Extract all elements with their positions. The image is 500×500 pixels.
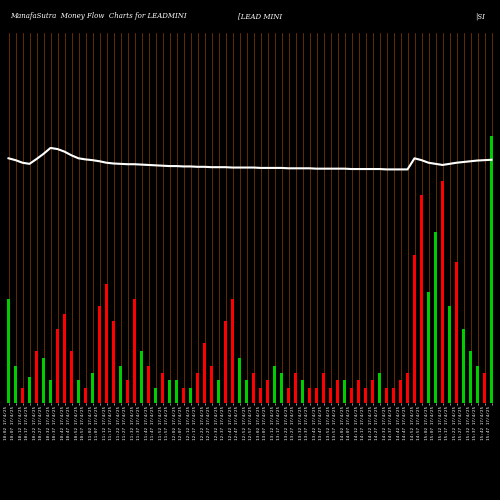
Bar [98,306,102,402]
Bar [104,284,108,403]
Bar [286,388,290,402]
Bar [154,388,158,402]
Bar [76,380,80,402]
Bar [244,380,248,402]
Bar [392,388,396,402]
Bar [146,366,150,403]
Bar [336,380,340,402]
Bar [328,388,332,402]
Bar [294,373,298,402]
Bar [140,350,143,403]
Bar [272,366,276,403]
Bar [112,321,116,402]
Bar [160,373,164,402]
Bar [448,306,452,402]
Bar [468,350,472,403]
Bar [412,254,416,402]
Bar [370,380,374,402]
Bar [462,328,466,402]
Bar [342,380,346,402]
Bar [20,388,24,402]
Bar [174,380,178,402]
Bar [90,373,94,402]
Text: |SI: |SI [475,12,485,20]
Bar [454,262,458,402]
Bar [118,366,122,403]
Bar [84,388,87,402]
Bar [14,366,18,403]
Bar [434,232,438,402]
Bar [266,380,270,402]
Bar [126,380,130,402]
Bar [420,196,424,402]
Bar [6,299,10,403]
Bar [378,373,382,402]
Bar [56,328,60,402]
Bar [258,388,262,402]
Bar [70,350,73,403]
Bar [48,380,52,402]
Bar [482,373,486,402]
Bar [238,358,242,403]
Bar [314,388,318,402]
Bar [168,380,172,402]
Bar [224,321,228,402]
Bar [322,373,326,402]
Bar [426,292,430,403]
Bar [230,299,234,403]
Text: [LEAD MINI: [LEAD MINI [238,12,282,20]
Bar [34,350,38,403]
Bar [356,380,360,402]
Bar [308,388,312,402]
Bar [196,373,200,402]
Bar [280,373,283,402]
Text: ManafaSutra  Money Flow  Charts for LEADMINI: ManafaSutra Money Flow Charts for LEADMI… [10,12,186,20]
Bar [440,180,444,402]
Bar [490,136,494,402]
Bar [202,344,206,402]
Bar [406,373,409,402]
Bar [62,314,66,402]
Bar [182,388,186,402]
Bar [300,380,304,402]
Bar [188,388,192,402]
Bar [252,373,256,402]
Bar [216,380,220,402]
Bar [210,366,214,403]
Bar [364,388,368,402]
Bar [398,380,402,402]
Bar [476,366,480,403]
Bar [384,388,388,402]
Bar [350,388,354,402]
Bar [42,358,46,403]
Bar [28,376,32,402]
Bar [132,299,136,403]
